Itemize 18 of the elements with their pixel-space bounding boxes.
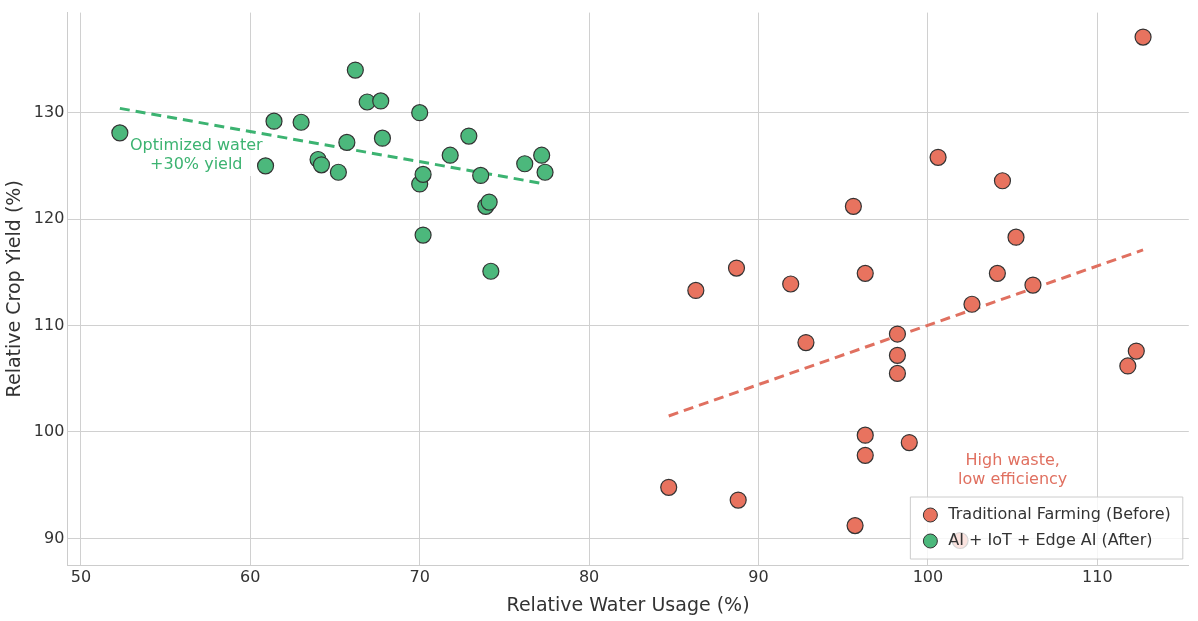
legend-label: Traditional Farming (Before) bbox=[947, 504, 1171, 524]
y-axis-title: Relative Crop Yield (%) bbox=[2, 180, 25, 398]
y-tick-label: 90 bbox=[43, 527, 65, 547]
y-tick-label: 110 bbox=[33, 314, 65, 334]
annotation: High waste, low efficiency bbox=[958, 449, 1068, 488]
x-tick-label: 70 bbox=[409, 566, 430, 586]
y-tick-label: 130 bbox=[33, 101, 65, 121]
y-tick-label: 120 bbox=[33, 208, 65, 228]
x-tick-label: 110 bbox=[1082, 566, 1113, 586]
legend-label: AI + IoT + Edge AI (After) bbox=[948, 530, 1153, 550]
x-tick-label: 50 bbox=[70, 566, 92, 586]
x-axis-title: Relative Water Usage (%) bbox=[506, 592, 750, 615]
x-tick-label: 80 bbox=[578, 566, 600, 586]
x-tick-label: 100 bbox=[912, 566, 944, 586]
annotation: Optimized water +30% yield bbox=[130, 134, 264, 173]
x-tick-label: 90 bbox=[748, 566, 769, 586]
x-tick-label: 60 bbox=[240, 566, 261, 586]
y-tick-label: 100 bbox=[33, 421, 65, 441]
